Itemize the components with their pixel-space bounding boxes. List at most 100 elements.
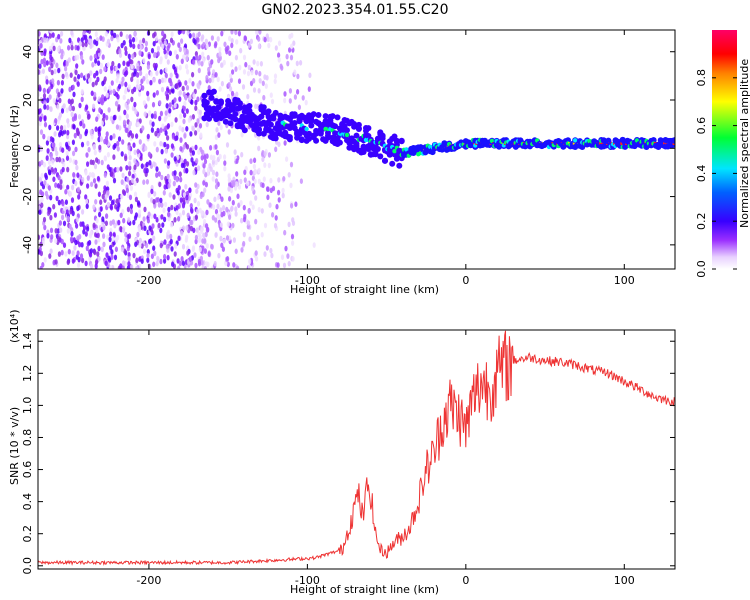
spectrogram-cell xyxy=(163,158,167,164)
spectrogram-cell xyxy=(48,124,52,131)
spectrogram-cell xyxy=(185,126,189,132)
spectrogram-cell xyxy=(163,77,167,83)
spectrogram-cell xyxy=(249,38,253,45)
spectrogram-cell xyxy=(125,70,129,76)
spectrogram-cell xyxy=(283,229,287,236)
spectrogram-cell xyxy=(108,257,112,263)
spectrogram-cell xyxy=(111,236,115,242)
spectrogram-cell xyxy=(45,79,49,85)
spectrogram-cell xyxy=(159,69,163,75)
spectrogram-cell xyxy=(270,252,274,259)
spectrogram-cell xyxy=(353,132,360,139)
spectrogram-cell xyxy=(113,167,118,173)
spectrogram-cell xyxy=(222,205,226,211)
spectrogram-cell xyxy=(253,121,260,128)
spectrogram-cell xyxy=(108,195,113,201)
bottom-ytick-label: 0.6 xyxy=(21,461,34,479)
spectrogram-cell xyxy=(216,76,220,83)
spectrogram-cell xyxy=(60,130,64,137)
spectrogram-cell xyxy=(94,199,98,205)
spectrogram-cell xyxy=(192,93,196,99)
spectrogram-cell xyxy=(164,130,168,136)
bottom-ytick-label: 1.0 xyxy=(21,397,34,415)
spectrogram-cell xyxy=(170,121,174,128)
spectrogram-cell xyxy=(220,30,224,37)
spectrogram-cell xyxy=(214,72,218,78)
spectrogram-cell xyxy=(105,131,109,137)
spectrogram-cell xyxy=(209,145,213,151)
spectrogram-cell xyxy=(43,33,47,39)
spectrogram-cell xyxy=(121,227,126,233)
spectrogram-cell xyxy=(74,159,78,166)
spectrogram-cell xyxy=(61,166,65,173)
spectrogram-cell xyxy=(258,78,262,84)
spectrogram-cell xyxy=(178,96,182,102)
spectrogram-cell xyxy=(283,97,287,104)
spectrogram-cell xyxy=(650,137,657,144)
spectrogram-cell xyxy=(133,31,137,37)
spectrogram-cell xyxy=(76,54,80,61)
spectrogram-cell xyxy=(192,227,196,234)
spectrogram-cell xyxy=(315,112,322,118)
spectrogram-cell xyxy=(73,76,77,82)
spectrogram-cell xyxy=(221,246,225,252)
spectrogram-cell xyxy=(173,102,177,109)
spectrogram-cell xyxy=(122,94,126,101)
spectrogram-cell xyxy=(155,260,159,267)
spectrogram-cell xyxy=(243,169,247,176)
spectrogram-cell xyxy=(110,199,115,206)
spectrogram-cell xyxy=(97,237,101,243)
spectrogram-cell xyxy=(196,37,200,43)
spectrogram-cell xyxy=(197,83,201,90)
spectrogram-cell xyxy=(70,231,74,237)
spectrogram-cell xyxy=(157,222,161,229)
spectrogram-cell xyxy=(220,242,224,249)
spectrogram-cell xyxy=(109,115,113,122)
spectrogram-cell xyxy=(85,245,89,252)
spectrogram-cell xyxy=(154,62,158,69)
spectrogram-cell xyxy=(109,220,113,226)
spectrogram-cell xyxy=(158,78,162,85)
spectrogram-cell xyxy=(149,71,153,77)
spectrogram-cell xyxy=(127,217,131,223)
spectrogram-cell xyxy=(100,120,104,127)
spectrogram-cell xyxy=(147,151,151,158)
spectrogram-cell xyxy=(202,163,206,169)
spectrogram-cell xyxy=(191,59,196,65)
spectrogram-cell xyxy=(56,104,60,110)
spectrogram-cell xyxy=(106,151,110,158)
spectrogram-cell xyxy=(126,104,130,111)
spectrogram-cell xyxy=(277,40,282,47)
spectrogram-cell xyxy=(237,30,241,37)
spectrogram-cell xyxy=(185,234,189,241)
spectrogram-cell xyxy=(109,135,113,141)
spectrogram-cell xyxy=(181,85,185,92)
spectrogram-cell xyxy=(51,137,55,143)
bottom-xlabel: Height of straight line (km) xyxy=(290,583,440,596)
spectrogram-cell xyxy=(122,60,126,67)
spectrogram-cell xyxy=(60,108,65,114)
spectrogram-cell xyxy=(188,94,192,101)
spectrogram-cell xyxy=(129,208,133,215)
spectrogram-cell xyxy=(214,41,218,47)
spectrogram-cell xyxy=(114,246,118,253)
spectrogram-cell xyxy=(252,163,256,170)
spectrogram-cell xyxy=(89,159,93,165)
spectrogram-cell xyxy=(344,132,350,138)
spectrogram-cell xyxy=(46,233,50,239)
spectrogram-cell xyxy=(108,236,112,243)
spectrogram-cell xyxy=(156,51,160,57)
spectrogram-cell xyxy=(159,242,163,249)
spectrogram-cell xyxy=(106,61,110,68)
spectrogram-cell xyxy=(84,231,88,237)
spectrogram-cell xyxy=(365,146,372,152)
spectrogram-cell xyxy=(125,127,129,134)
spectrogram-cell xyxy=(334,114,341,121)
spectrogram-cell xyxy=(49,214,53,221)
spectrogram-cell xyxy=(97,136,101,143)
spectrogram-cell xyxy=(65,150,69,157)
spectrogram-cell xyxy=(112,133,116,139)
spectrogram-cell xyxy=(169,72,173,79)
spectrogram-cell xyxy=(60,31,64,37)
spectrogram-cell xyxy=(92,103,96,110)
